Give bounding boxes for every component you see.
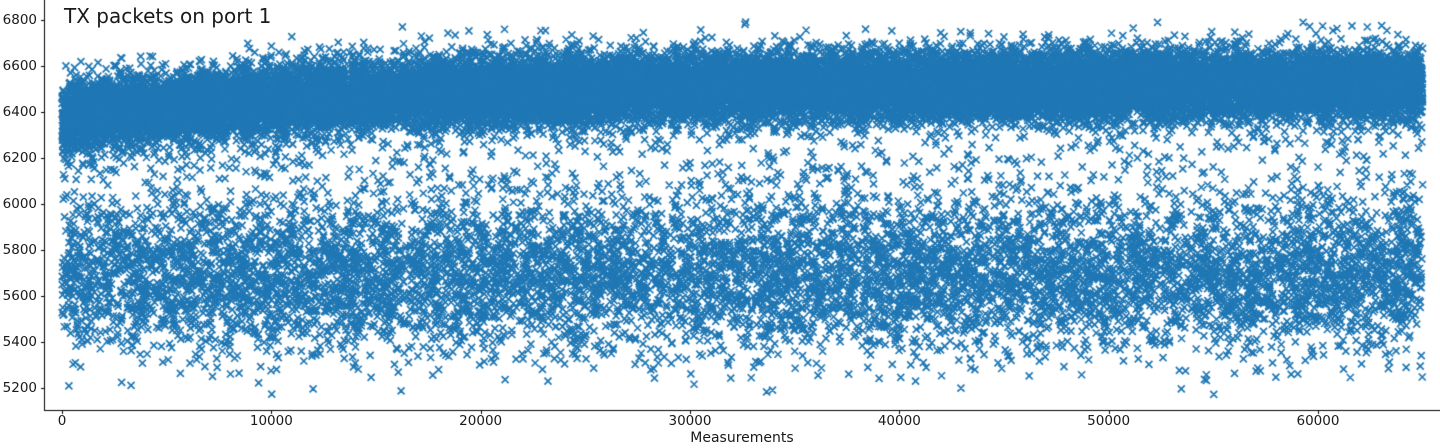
x-tick-label: 0 — [57, 413, 67, 429]
y-tick-label: 5200 — [2, 379, 37, 396]
y-tick-label: 5400 — [2, 333, 37, 350]
x-axis-label: Measurements — [690, 430, 794, 446]
x-tick-label: 20000 — [459, 413, 503, 429]
y-tick-label: 5600 — [2, 287, 37, 304]
x-tick-label: 10000 — [249, 413, 293, 429]
x-tick-label: 30000 — [668, 413, 712, 429]
y-tick-label: 6400 — [2, 103, 37, 120]
y-tick-label: 6800 — [2, 12, 37, 28]
y-tick-label: 6600 — [2, 57, 37, 74]
y-tick-label: 6200 — [2, 149, 37, 166]
x-tick-label: 60000 — [1296, 413, 1340, 429]
y-tick-label: 5800 — [2, 241, 37, 258]
x-tick-label: 50000 — [1087, 413, 1131, 429]
x-tick-label: 40000 — [877, 413, 921, 429]
plot-title: TX packets on port 1 — [64, 4, 272, 28]
y-tick-label: 6000 — [2, 195, 37, 212]
